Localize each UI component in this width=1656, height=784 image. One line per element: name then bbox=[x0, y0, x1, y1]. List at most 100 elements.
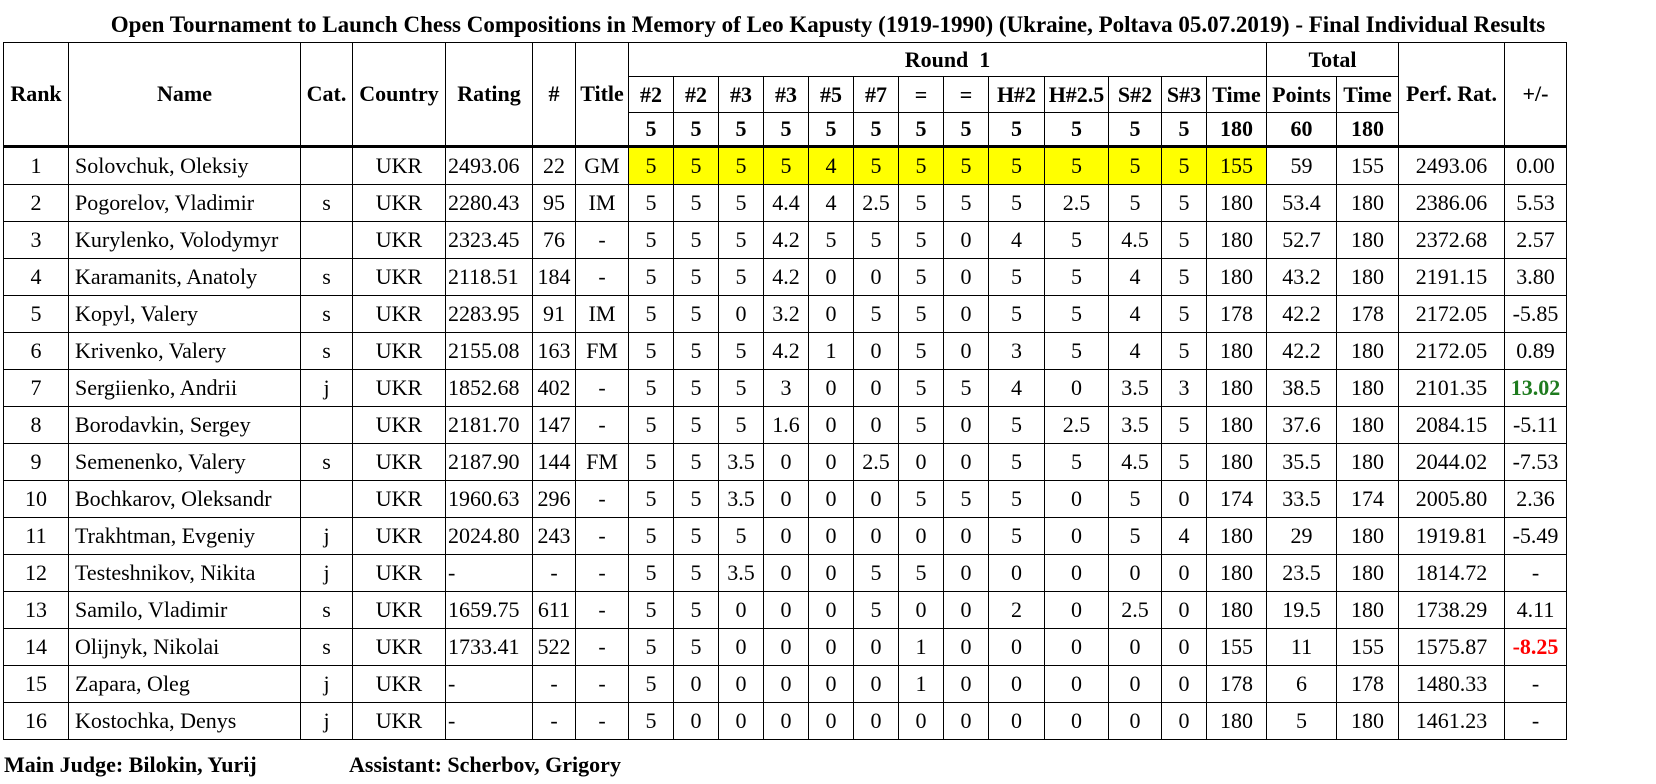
score-cell: 0 bbox=[763, 554, 809, 592]
score-cell: 180 bbox=[1206, 184, 1267, 222]
score-cell: 5 bbox=[718, 221, 764, 259]
score-cell: 5 bbox=[1044, 295, 1109, 333]
score-cell: 5 bbox=[853, 295, 899, 333]
perf-rating-cell: 2172.05 bbox=[1398, 295, 1505, 333]
score-cell: 5 bbox=[988, 258, 1045, 296]
problem-header: #3 bbox=[718, 76, 764, 113]
score-cell: 180 bbox=[1206, 406, 1267, 444]
score-cell: 174 bbox=[1206, 480, 1267, 518]
name-cell: Bochkarov, Oleksandr bbox=[68, 480, 301, 518]
score-cell: 5 bbox=[898, 258, 944, 296]
number-cell: 22 bbox=[532, 145, 576, 185]
score-cell: 5 bbox=[808, 221, 854, 259]
score-cell: 5 bbox=[1161, 184, 1207, 222]
score-cell: 0 bbox=[1044, 480, 1109, 518]
score-cell: 180 bbox=[1206, 517, 1267, 555]
score-cell: 5 bbox=[1161, 443, 1207, 481]
score-cell: 0 bbox=[853, 406, 899, 444]
score-cell: 5 bbox=[673, 369, 719, 407]
score-cell: 5 bbox=[1161, 332, 1207, 370]
score-cell: 4.5 bbox=[1108, 221, 1162, 259]
score-cell: 180 bbox=[1206, 332, 1267, 370]
score-cell: 5 bbox=[898, 369, 944, 407]
country-cell: UKR bbox=[352, 406, 446, 444]
score-cell: 3 bbox=[763, 369, 809, 407]
country-cell: UKR bbox=[352, 332, 446, 370]
score-cell: 4 bbox=[808, 184, 854, 222]
total-subheader: Points bbox=[1266, 76, 1337, 113]
perf-rating-cell: 2101.35 bbox=[1398, 369, 1505, 407]
score-cell: 0 bbox=[808, 443, 854, 481]
total-time-cell: 180 bbox=[1336, 517, 1399, 555]
perf-rating-cell: 2386.06 bbox=[1398, 184, 1505, 222]
country-cell: UKR bbox=[352, 554, 446, 592]
score-cell: 0 bbox=[1108, 665, 1162, 703]
rating-cell: 2155.08 bbox=[445, 332, 533, 370]
category-cell: s bbox=[300, 184, 353, 222]
score-cell: 4 bbox=[1108, 295, 1162, 333]
score-cell: 5 bbox=[988, 480, 1045, 518]
perf-rating-cell: 1575.87 bbox=[1398, 628, 1505, 666]
name-cell: Kurylenko, Volodymyr bbox=[68, 221, 301, 259]
score-cell: 0 bbox=[943, 702, 989, 740]
total-time-cell: 180 bbox=[1336, 591, 1399, 629]
score-cell: 5 bbox=[628, 406, 674, 444]
rating-cell: 2024.80 bbox=[445, 517, 533, 555]
score-cell: 3 bbox=[988, 332, 1045, 370]
name-cell: Solovchuk, Oleksiy bbox=[68, 145, 301, 185]
perf-rating-cell: 1461.23 bbox=[1398, 702, 1505, 740]
name-cell: Krivenko, Valery bbox=[68, 332, 301, 370]
title-cell: FM bbox=[575, 443, 629, 481]
score-cell: 180 bbox=[1206, 221, 1267, 259]
rating-cell: - bbox=[445, 665, 533, 703]
name-cell: Zapara, Oleg bbox=[68, 665, 301, 703]
total-time-cell: 178 bbox=[1336, 665, 1399, 703]
delta-cell: 4.11 bbox=[1504, 591, 1567, 629]
rating-cell: 1659.75 bbox=[445, 591, 533, 629]
perf-rating-cell: 1738.29 bbox=[1398, 591, 1505, 629]
score-cell: 0 bbox=[1108, 702, 1162, 740]
country-cell: UKR bbox=[352, 221, 446, 259]
delta-cell: 0.89 bbox=[1504, 332, 1567, 370]
score-cell: 0 bbox=[763, 591, 809, 629]
col-header-title: Title bbox=[575, 42, 629, 147]
name-cell: Karamanits, Anatoly bbox=[68, 258, 301, 296]
category-cell: j bbox=[300, 665, 353, 703]
problem-max: 5 bbox=[1161, 112, 1207, 147]
score-cell: 5 bbox=[898, 406, 944, 444]
number-cell: 95 bbox=[532, 184, 576, 222]
score-cell: 0 bbox=[1161, 628, 1207, 666]
name-cell: Kopyl, Valery bbox=[68, 295, 301, 333]
country-cell: UKR bbox=[352, 628, 446, 666]
delta-cell: - bbox=[1504, 554, 1567, 592]
perf-rating-cell: 1814.72 bbox=[1398, 554, 1505, 592]
score-cell: 0 bbox=[808, 702, 854, 740]
total-points-cell: 53.4 bbox=[1266, 184, 1337, 222]
score-cell: 5 bbox=[1044, 258, 1109, 296]
title-cell: IM bbox=[575, 184, 629, 222]
table-row: 7 Sergiienko, Andrii j UKR 1852.68 402-5 5 5 3 0 0… bbox=[3, 369, 1567, 407]
score-cell: 5 bbox=[628, 665, 674, 703]
name-cell: Testeshnikov, Nikita bbox=[68, 554, 301, 592]
score-cell: 5 bbox=[628, 554, 674, 592]
score-cell: 4 bbox=[988, 221, 1045, 259]
rank-cell: 12 bbox=[3, 554, 69, 592]
title-cell: IM bbox=[575, 295, 629, 333]
score-cell: 2 bbox=[988, 591, 1045, 629]
score-cell: 0 bbox=[1161, 702, 1207, 740]
total-header: Total bbox=[1266, 42, 1399, 77]
score-cell: 4 bbox=[1161, 517, 1207, 555]
total-time-cell: 180 bbox=[1336, 443, 1399, 481]
score-cell: 5 bbox=[898, 145, 944, 185]
results-table-container: Rank Name Cat. Country Rating # Title Ro… bbox=[3, 42, 1567, 740]
total-time-cell: 178 bbox=[1336, 295, 1399, 333]
total-subheader: Time bbox=[1336, 76, 1399, 113]
country-cell: UKR bbox=[352, 517, 446, 555]
delta-cell: 2.36 bbox=[1504, 480, 1567, 518]
total-points-cell: 23.5 bbox=[1266, 554, 1337, 592]
total-time-cell: 180 bbox=[1336, 221, 1399, 259]
rank-cell: 13 bbox=[3, 591, 69, 629]
score-cell: 5 bbox=[673, 628, 719, 666]
score-cell: 5 bbox=[673, 145, 719, 185]
table-row: 9 Semenenko, Valery s UKR 2187.90 144 FM 5 5 3.5 0… bbox=[3, 443, 1567, 481]
